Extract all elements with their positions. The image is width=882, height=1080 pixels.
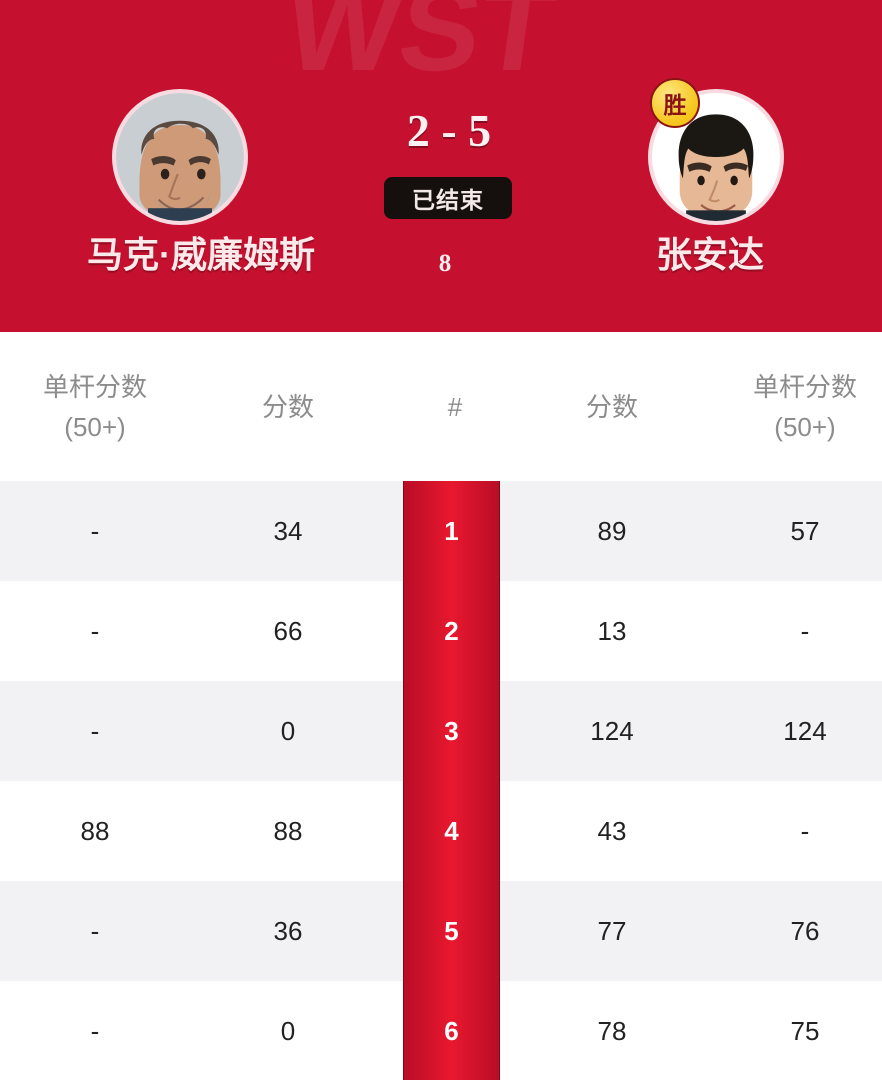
svg-text:WST: WST xyxy=(295,0,563,96)
